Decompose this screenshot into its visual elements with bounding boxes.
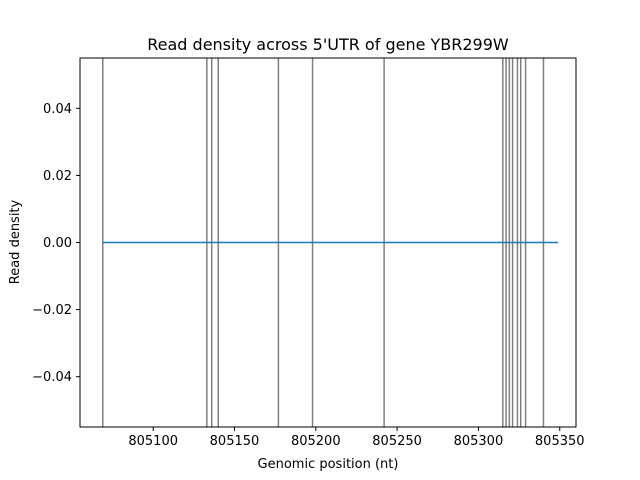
y-tick-label: 0.00 (43, 236, 72, 251)
y-tick-label: −0.04 (32, 370, 72, 385)
y-tick-label: −0.02 (32, 303, 72, 318)
x-axis-ticks: 805100 805150 805200 805250 805300 805350 (128, 427, 585, 449)
y-axis-ticks: 0.04 0.02 0.00 −0.02 −0.04 (32, 102, 80, 385)
x-axis-label: Genomic position (nt) (258, 457, 399, 472)
x-tick-label: 805300 (454, 434, 504, 449)
x-tick-label: 805200 (291, 434, 341, 449)
x-tick-label: 805100 (128, 434, 178, 449)
y-tick-label: 0.02 (43, 169, 72, 184)
x-tick-label: 805150 (210, 434, 260, 449)
y-tick-label: 0.04 (43, 102, 72, 117)
y-axis-label: Read density (8, 199, 23, 284)
x-tick-label: 805350 (535, 434, 585, 449)
chart-title: Read density across 5'UTR of gene YBR299… (147, 35, 509, 54)
x-tick-label: 805250 (372, 434, 422, 449)
